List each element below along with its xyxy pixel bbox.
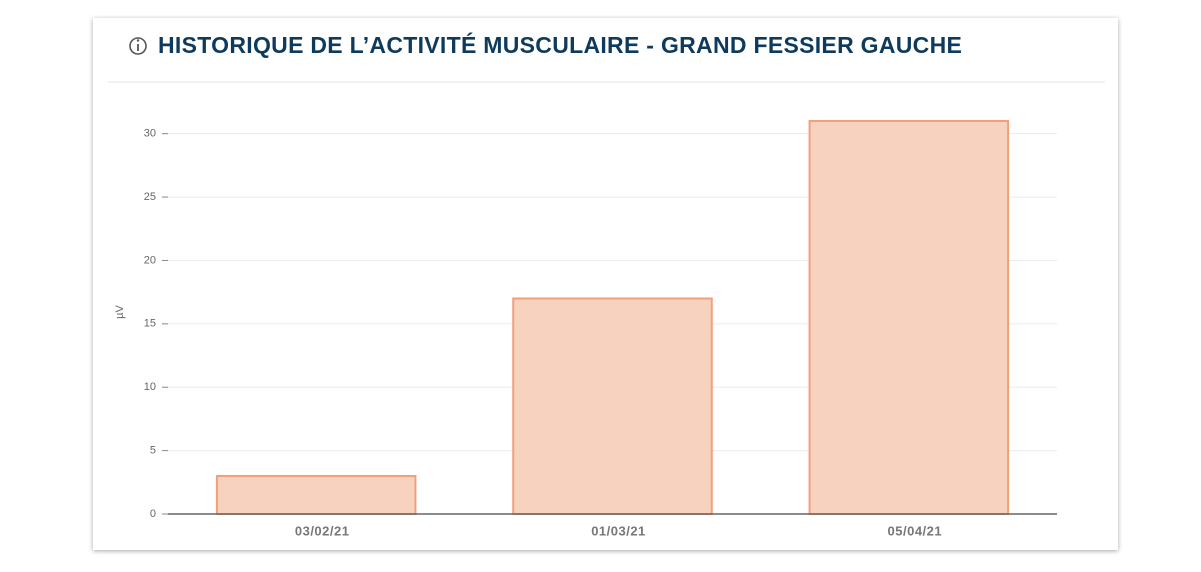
info-icon[interactable] — [129, 37, 147, 55]
y-tick-label: 25 — [144, 191, 156, 203]
x-tick-label: 01/03/21 — [591, 523, 646, 538]
bar — [512, 297, 713, 515]
y-tick-label: 10 — [144, 381, 156, 393]
bar — [215, 474, 417, 515]
chart-title: HISTORIQUE DE L’ACTIVITÉ MUSCULAIRE - GR… — [158, 31, 962, 58]
bar — [808, 120, 1010, 515]
y-axis-label: µV — [114, 305, 126, 319]
y-tick-label: 15 — [144, 318, 156, 330]
x-tick-label: 03/02/21 — [295, 523, 350, 538]
y-tick-label: 30 — [144, 128, 156, 140]
y-tick-label: 5 — [150, 445, 156, 457]
x-tick-label: 05/04/21 — [888, 523, 943, 538]
y-tick-label: 0 — [150, 508, 156, 520]
y-tick-label: 20 — [144, 254, 156, 266]
